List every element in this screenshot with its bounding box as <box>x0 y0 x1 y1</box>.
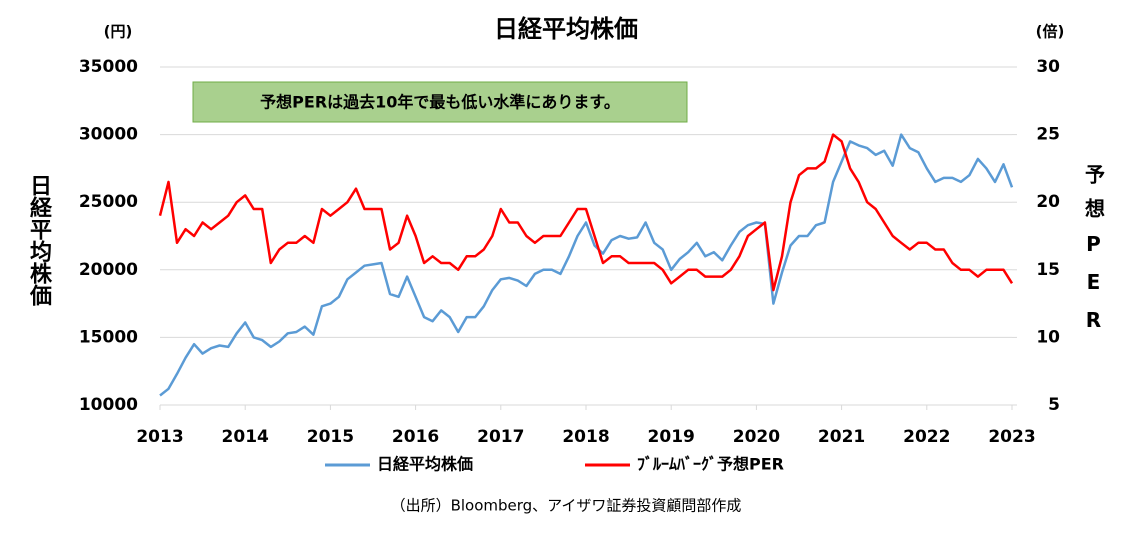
y-tick-label: 30000 <box>79 125 138 145</box>
x-tick-label: 2021 <box>818 427 865 447</box>
x-tick-label: 2019 <box>648 427 695 447</box>
y-unit: (円) <box>104 23 133 41</box>
y-tick-label: 15000 <box>79 327 138 347</box>
y-tick-label: 10000 <box>79 395 138 415</box>
y2-tick-label: 25 <box>1036 125 1060 145</box>
annotation: 予想PERは過去10年で最も低い水準にあります。 <box>260 93 620 112</box>
legend-label: 日経平均株価 <box>377 455 473 474</box>
y-axis-label: 日経平均株価 <box>26 174 53 306</box>
series-line <box>159 133 1014 397</box>
y2-unit: (倍) <box>1036 23 1065 41</box>
x-tick-label: 2015 <box>307 427 354 447</box>
x-tick-label: 2018 <box>562 427 609 447</box>
y2-tick-label: 10 <box>1036 327 1060 347</box>
x-tick-label: 2017 <box>477 427 524 447</box>
y2-tick-label: 5 <box>1048 395 1060 415</box>
x-tick-label: 2014 <box>222 427 269 447</box>
series-line <box>158 133 1014 292</box>
x-tick-label: 2020 <box>733 427 780 447</box>
x-tick-label: 2022 <box>903 427 950 447</box>
y-tick-label: 35000 <box>79 57 138 77</box>
legend-label: ﾌﾞﾙｰﾑﾊﾞｰｸﾞ予想PER <box>637 455 784 474</box>
y-tick-label: 25000 <box>79 192 138 212</box>
y2-tick-label: 30 <box>1036 57 1060 77</box>
source-note: （出所）Bloomberg、アイザワ証券投資顧問部作成 <box>391 497 742 515</box>
y2-axis-label: 予想PER <box>1082 164 1106 346</box>
x-tick-label: 2013 <box>136 427 183 447</box>
y-tick-label: 20000 <box>79 260 138 280</box>
x-tick-label: 2016 <box>392 427 439 447</box>
annotation-box <box>192 81 688 123</box>
x-tick-label: 2023 <box>988 427 1035 447</box>
chart-title: 日経平均株価 <box>494 15 638 43</box>
y2-tick-label: 20 <box>1036 192 1060 212</box>
y2-tick-label: 15 <box>1036 260 1060 280</box>
